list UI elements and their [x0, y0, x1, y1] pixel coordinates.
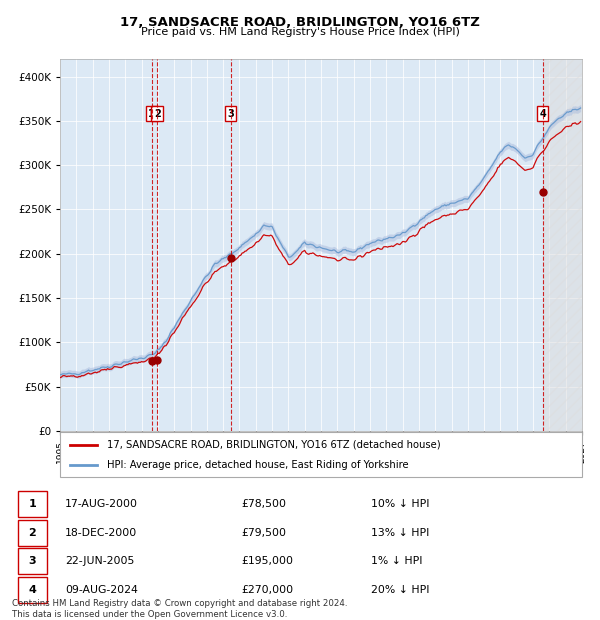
Text: 20% ↓ HPI: 20% ↓ HPI: [371, 585, 429, 595]
FancyBboxPatch shape: [18, 548, 47, 574]
Text: £195,000: £195,000: [241, 556, 293, 566]
Text: 2: 2: [29, 528, 37, 538]
Text: 2: 2: [154, 109, 161, 119]
FancyBboxPatch shape: [18, 577, 47, 603]
Bar: [542, 59, 582, 431]
Text: £270,000: £270,000: [241, 585, 293, 595]
Text: 17, SANDSACRE ROAD, BRIDLINGTON, YO16 6TZ: 17, SANDSACRE ROAD, BRIDLINGTON, YO16 6T…: [120, 16, 480, 29]
FancyBboxPatch shape: [18, 520, 47, 546]
Text: £78,500: £78,500: [241, 499, 286, 509]
Text: 10% ↓ HPI: 10% ↓ HPI: [371, 499, 429, 509]
Text: 13% ↓ HPI: 13% ↓ HPI: [371, 528, 429, 538]
Text: 3: 3: [227, 109, 234, 119]
Text: 17, SANDSACRE ROAD, BRIDLINGTON, YO16 6TZ (detached house): 17, SANDSACRE ROAD, BRIDLINGTON, YO16 6T…: [107, 440, 440, 450]
Text: 3: 3: [29, 556, 36, 566]
Text: 18-DEC-2000: 18-DEC-2000: [65, 528, 137, 538]
FancyBboxPatch shape: [60, 432, 582, 477]
Text: 17-AUG-2000: 17-AUG-2000: [65, 499, 138, 509]
Text: Price paid vs. HM Land Registry's House Price Index (HPI): Price paid vs. HM Land Registry's House …: [140, 27, 460, 37]
Text: Contains HM Land Registry data © Crown copyright and database right 2024.
This d: Contains HM Land Registry data © Crown c…: [12, 600, 347, 619]
Text: £79,500: £79,500: [241, 528, 286, 538]
Text: 4: 4: [539, 109, 546, 119]
Text: HPI: Average price, detached house, East Riding of Yorkshire: HPI: Average price, detached house, East…: [107, 459, 409, 470]
Text: 09-AUG-2024: 09-AUG-2024: [65, 585, 137, 595]
Text: 1% ↓ HPI: 1% ↓ HPI: [371, 556, 422, 566]
Text: 4: 4: [29, 585, 37, 595]
Text: 1: 1: [148, 109, 155, 119]
Text: 22-JUN-2005: 22-JUN-2005: [65, 556, 134, 566]
Text: 1: 1: [29, 499, 37, 509]
FancyBboxPatch shape: [18, 491, 47, 517]
